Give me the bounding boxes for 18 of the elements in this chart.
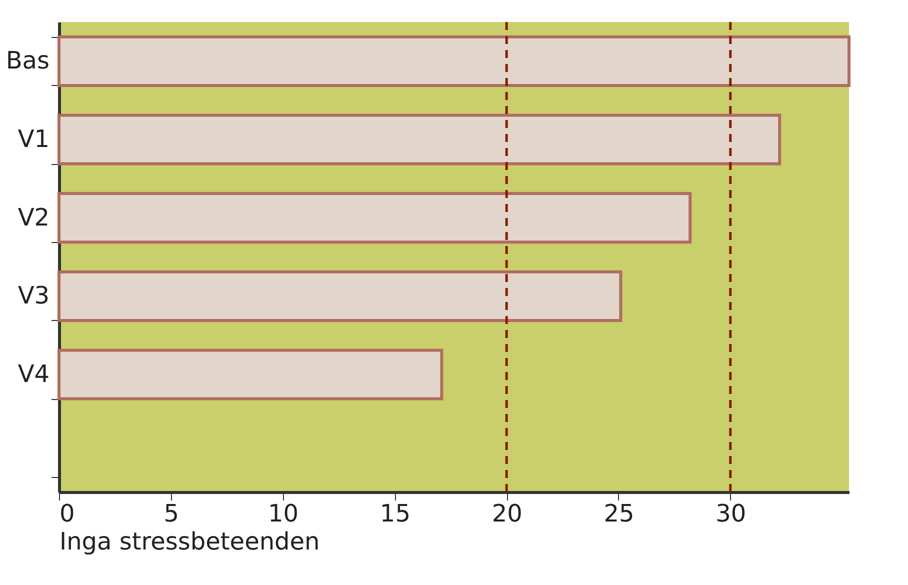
x-tick-label: 30 [716,500,746,528]
y-tick-label: V2 [18,203,50,232]
bar [58,192,692,244]
x-tick-label: 10 [268,500,299,528]
bar [58,270,622,322]
bar [58,114,782,166]
x-tick-label: 0 [60,500,75,528]
y-tick-label: V4 [18,360,50,388]
y-tick-label: Bas [6,46,50,75]
x-tick-label: 5 [164,500,180,528]
y-tick-label: V3 [18,282,50,310]
y-tick-label: V1 [18,125,50,153]
bar [58,348,444,400]
x-tick-label: 20 [492,500,522,528]
x-axis-title: Inga stressbeteenden [60,528,320,556]
x-tick-label: 15 [380,500,410,528]
x-tick-label: 25 [604,500,634,528]
bar [58,35,850,87]
